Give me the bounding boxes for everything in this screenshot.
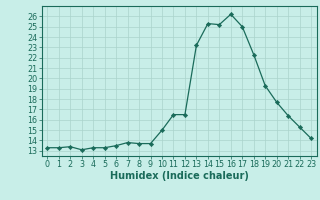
X-axis label: Humidex (Indice chaleur): Humidex (Indice chaleur)	[110, 171, 249, 181]
